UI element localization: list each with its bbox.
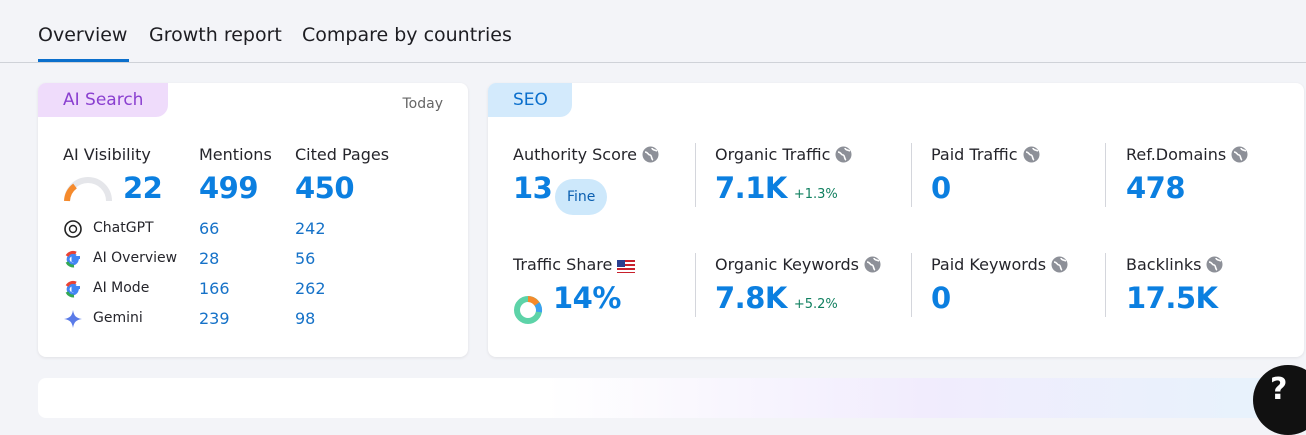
value-text: 7.8K (715, 281, 787, 315)
tab-compare[interactable]: Compare by countries (302, 24, 512, 46)
value-text: 0 (931, 281, 951, 315)
tab-divider (0, 62, 1306, 63)
label-text: Backlinks (1126, 255, 1202, 274)
metric-label: Ref.Domains (1126, 145, 1248, 164)
label-text: Paid Keywords (931, 255, 1047, 274)
cited: 450 (295, 171, 355, 205)
change: +5.2% (793, 297, 838, 312)
metric-value: 7.1K +1.3% (715, 171, 838, 205)
row-mentions: 66 (199, 219, 220, 238)
row-mentions: 239 (199, 309, 230, 328)
metric-label: Organic Keywords (715, 255, 881, 274)
tag: SEO (488, 83, 572, 117)
page: Overview Growth report Compare by countr… (0, 24, 1306, 435)
row-mentions: 166 (199, 279, 230, 298)
label-text: Authority Score (513, 145, 637, 164)
divider (1105, 143, 1106, 207)
label-text: Traffic Share (513, 255, 613, 274)
metric-value: 13 (513, 171, 553, 205)
info-icon (1051, 256, 1068, 273)
row-name: AI Mode (93, 280, 150, 296)
mentions: 499 (199, 171, 259, 205)
seo-card: SEO Authority Score 13 Fine Organic Traffic… (488, 83, 1304, 357)
flag-icon (617, 260, 636, 273)
date: Today (402, 96, 444, 112)
metric-label: Organic Traffic (715, 145, 852, 164)
info-icon (864, 256, 881, 273)
row-cited: 56 (295, 249, 316, 268)
divider (695, 143, 696, 207)
badge: Fine (555, 179, 608, 215)
row-name: Gemini (93, 310, 143, 326)
metric-value: 0 (931, 171, 951, 205)
help-button[interactable]: ? (1253, 365, 1306, 435)
tab-growth[interactable]: Growth report (149, 24, 282, 46)
row-icon (63, 279, 83, 303)
metric-value: 478 (1126, 171, 1186, 205)
row-cited: 242 (295, 219, 326, 238)
header: AI Visibility (63, 145, 151, 164)
header: Cited Pages (295, 145, 390, 164)
metric-value: 0 (931, 281, 951, 315)
row-name: ChatGPT (93, 220, 154, 236)
divider (911, 143, 912, 207)
value-text: 7.1K (715, 171, 787, 205)
metric-label: Paid Keywords (931, 255, 1068, 274)
metric-value: 14% (553, 281, 621, 315)
donut (513, 295, 543, 329)
gauge (64, 177, 112, 202)
metric-label: Paid Traffic (931, 145, 1040, 164)
tab-underline (38, 59, 129, 63)
label-text: Organic Traffic (715, 145, 831, 164)
divider (911, 253, 912, 317)
metric-label: Backlinks (1126, 255, 1223, 274)
info-icon (1231, 146, 1248, 163)
change: +1.3% (793, 187, 838, 202)
value-text: 478 (1126, 171, 1186, 205)
tag: AI Search (38, 83, 168, 117)
metric-value: 17.5K (1126, 281, 1218, 315)
row-icon (63, 309, 83, 333)
ai-card: AI Search Today AI Visibility Mentions C… (38, 83, 468, 357)
divider (1105, 253, 1106, 317)
visibility: 22 (123, 171, 163, 205)
value-text: 14% (553, 281, 621, 315)
next-card (38, 378, 1306, 418)
info-icon (642, 146, 659, 163)
row-icon (63, 219, 83, 243)
info-icon (835, 146, 852, 163)
metric-label: Authority Score (513, 145, 659, 164)
row-name: AI Overview (93, 250, 178, 266)
metric-label: Traffic Share (513, 255, 636, 274)
value-text: 0 (931, 171, 951, 205)
row-cited: 262 (295, 279, 326, 298)
value-text: 13 (513, 171, 553, 205)
divider (695, 253, 696, 317)
header: Mentions (199, 145, 272, 164)
label-text: Ref.Domains (1126, 145, 1227, 164)
value-text: 17.5K (1126, 281, 1218, 315)
label-text: Paid Traffic (931, 145, 1018, 164)
row-icon (63, 249, 83, 273)
metric-value: 7.8K +5.2% (715, 281, 838, 315)
row-mentions: 28 (199, 249, 220, 268)
info-icon (1023, 146, 1039, 163)
row-cited: 98 (295, 309, 316, 328)
info-icon (1206, 256, 1223, 273)
tab-overview[interactable]: Overview (38, 24, 128, 46)
label-text: Organic Keywords (715, 255, 859, 274)
